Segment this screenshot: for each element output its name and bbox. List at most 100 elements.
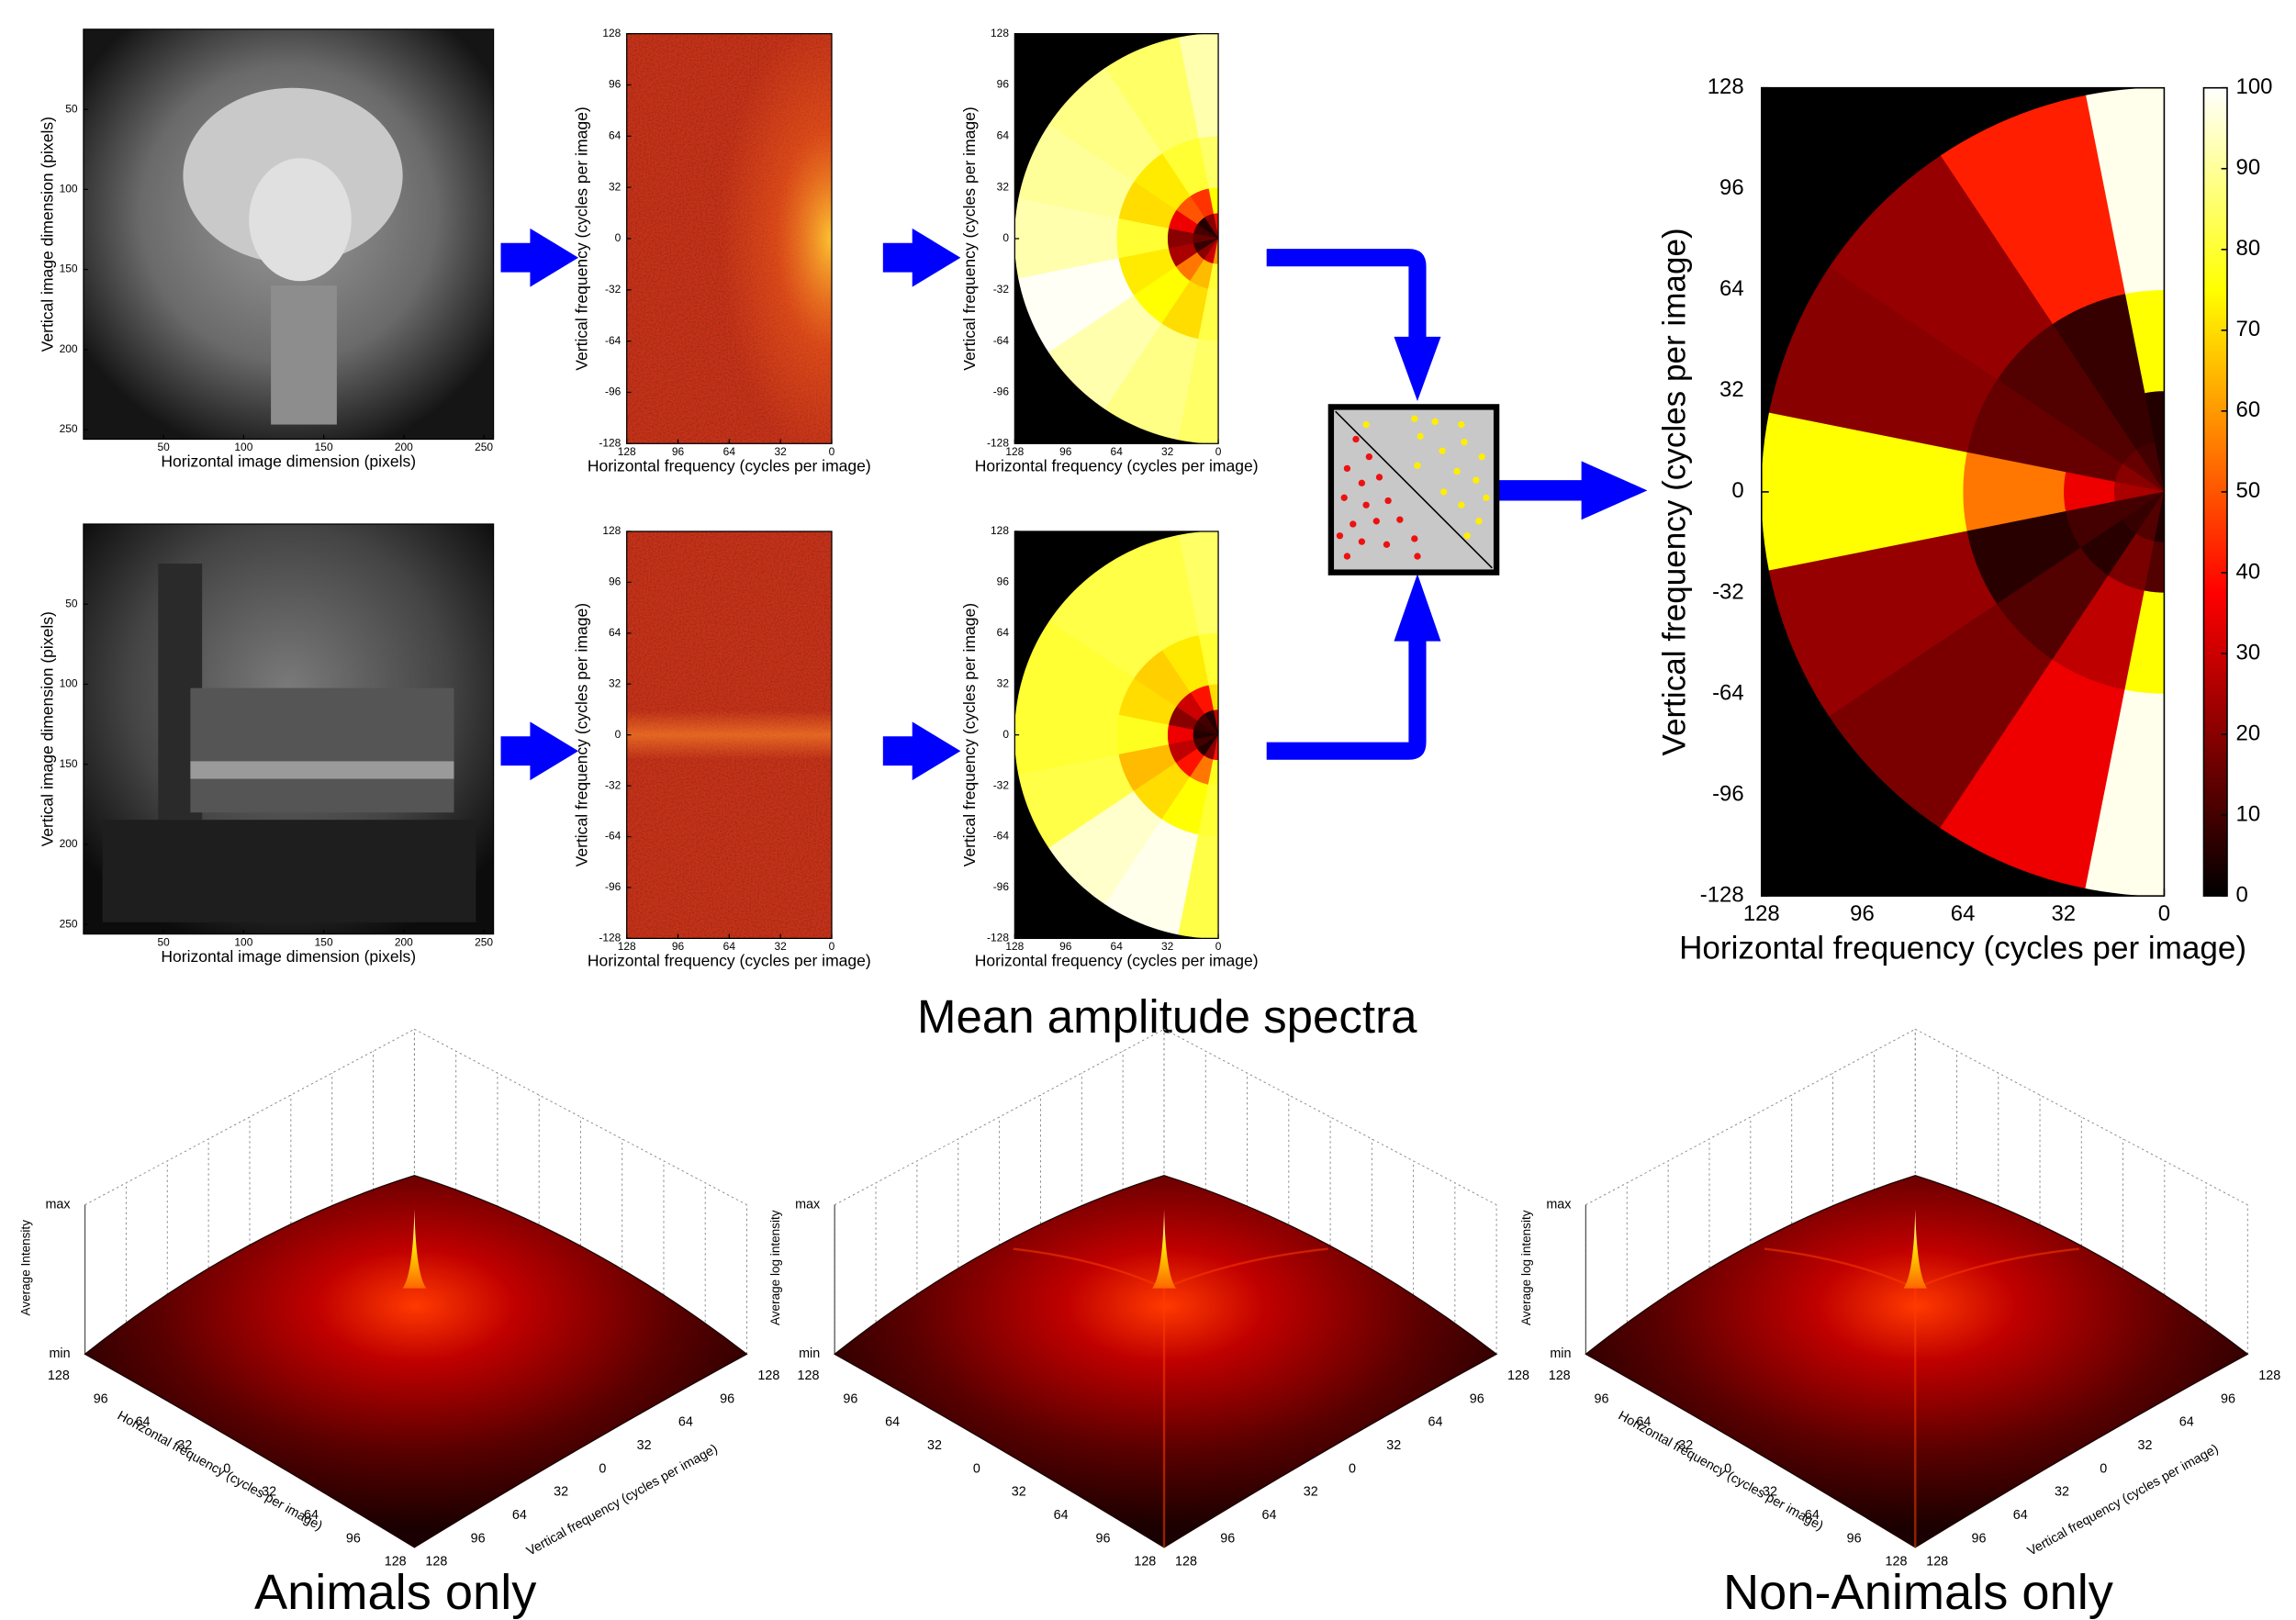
y-tick-label: 100 [60,183,78,196]
z-axis-label: Average Intensity [18,1220,32,1316]
y-tick-label: 64 [2013,1508,2028,1523]
y-tick-label: 128 [425,1555,447,1570]
y-tick-label: 64 [2179,1415,2194,1430]
x-axis-label: Horizontal frequency (cycles per image) [588,456,871,475]
arrow [501,721,579,780]
z-tick-label: min [49,1346,70,1361]
x-tick-label: 96 [94,1391,108,1406]
x-tick-label: 128 [48,1369,70,1383]
z-axis-label: Average log intensity [1519,1210,1533,1325]
y-tick-label: 96 [471,1531,486,1546]
y-tick-label: 96 [997,78,1010,91]
y-tick-label: 128 [757,1369,779,1383]
spectrum-1 [627,34,832,444]
y-tick-label: -64 [1712,680,1744,705]
y-tick-label: -96 [993,385,1010,398]
x-tick-label: 0 [973,1461,980,1476]
y-tick-label: 32 [997,180,1010,193]
spectrum-band [627,531,832,938]
arrow [501,229,579,287]
z-axis-label: Average log intensity [768,1210,782,1325]
y-axis-label: Vertical frequency (cycles per image) [1657,228,1693,755]
y-tick-label: 96 [720,1391,734,1406]
castle-building [190,688,454,813]
y-tick-label: 32 [609,676,622,689]
y-axis-label: Vertical image dimension (pixels) [38,611,56,846]
x-axis-label: Horizontal frequency (cycles per image) [1679,930,2246,966]
x-tick-label: 128 [797,1369,819,1383]
x-axis-label: Horizontal image dimension (pixels) [161,947,416,966]
y-tick-label: 96 [1719,175,1744,200]
arrow [883,229,961,287]
y-tick-label: 32 [1304,1485,1318,1500]
colorbar-tick-label: 10 [2236,801,2261,826]
x-tick-label: 0 [2158,901,2170,926]
y-tick-label: 150 [60,263,78,275]
colorbar-tick-label: 70 [2236,317,2261,341]
y-tick-label: 50 [65,597,78,609]
spectrum-glow [627,34,832,444]
colorbar-tick-label: 20 [2236,721,2261,745]
y-tick-label: 64 [1719,276,1744,301]
y-tick-label: 100 [60,677,78,690]
y-tick-label: -32 [605,778,622,791]
castle-garden [103,820,476,922]
bear-leg [271,285,337,425]
caption: Mean amplitude spectra [917,990,1417,1043]
y-tick-label: 32 [609,180,622,193]
y-axis-label: Vertical frequency (cycles per image) [960,603,979,866]
y-tick-label: 200 [60,837,78,850]
y-tick-label: 128 [602,524,621,537]
x-tick-label: 32 [1012,1485,1026,1500]
y-tick-label: -32 [993,778,1010,791]
y-tick-label: 32 [1386,1438,1401,1453]
x-tick-label: 64 [1951,901,1976,926]
y-tick-label: 128 [1926,1555,1948,1570]
z-tick-label: max [1546,1197,1572,1212]
y-tick-label: 32 [637,1438,652,1453]
y-tick-label: 64 [1261,1508,1276,1523]
y-tick-label: -128 [987,436,1009,449]
y-tick-label: -64 [605,830,622,843]
y-tick-label: 200 [60,342,78,355]
y-tick-label: 128 [991,524,1009,537]
x-tick-label: 32 [2051,901,2076,926]
x-tick-label: 250 [475,441,493,453]
y-tick-label: -32 [605,283,622,296]
y-tick-label: 32 [554,1485,568,1500]
x-tick-label: 96 [1850,901,1875,926]
y-tick-label: 128 [1708,74,1744,99]
x-axis-label: Horizontal frequency (cycles per image) [975,456,1259,475]
x-tick-label: 32 [927,1438,942,1453]
z-tick-label: min [799,1346,820,1361]
spectrum-2 [627,531,832,938]
page: { "image_panels": [ {"xlabel": "Horizont… [0,0,2296,1620]
y-axis-label: Vertical frequency (cycles per image) [572,106,590,370]
y-axis-label: Vertical image dimension (pixels) [38,117,56,352]
x-axis-label: Horizontal frequency (cycles per image) [975,952,1259,970]
y-tick-label: -96 [605,880,622,893]
y-tick-label: 0 [2100,1461,2107,1476]
colorbar-tick-label: 100 [2236,74,2273,99]
y-tick-label: 128 [602,27,621,39]
y-tick-label: -128 [599,932,621,944]
y-tick-label: 64 [997,128,1010,141]
y-tick-label: -64 [993,830,1010,843]
y-tick-label: 64 [609,128,622,141]
y-tick-label: 64 [512,1508,527,1523]
x-tick-label: 128 [1549,1369,1571,1383]
y-tick-label: 0 [1002,231,1009,244]
colorbar-tick-label: 50 [2236,478,2261,503]
y-tick-label: 32 [997,676,1010,689]
x-tick-label: 96 [346,1531,361,1546]
colorbar-tick-label: 0 [2236,882,2248,907]
y-tick-label: -32 [1712,579,1744,604]
y-tick-label: -128 [987,932,1009,944]
y-tick-label: 96 [609,78,622,91]
y-tick-label: 0 [615,728,622,741]
x-tick-label: 96 [1847,1531,1862,1546]
colorbar-tick-label: 80 [2236,236,2261,261]
photo-bear [84,29,494,440]
z-tick-label: max [795,1197,821,1212]
colorbar-tick-label: 40 [2236,559,2261,584]
